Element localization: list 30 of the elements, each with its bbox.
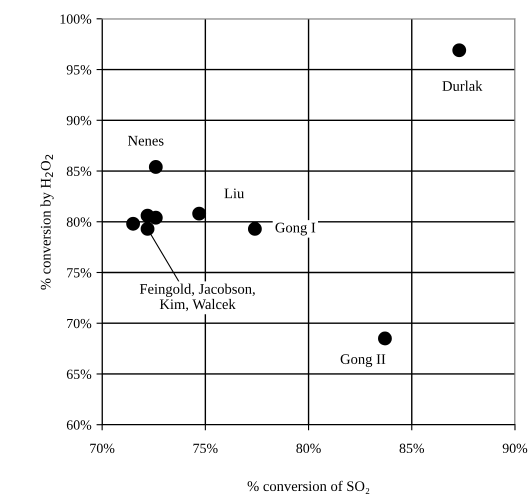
annotation: Feingold, Jacobson, Kim, Walcek bbox=[140, 284, 255, 312]
x-tick-label: 90% bbox=[502, 444, 528, 454]
annotation: Gong I bbox=[275, 222, 316, 236]
annotation: Gong II bbox=[340, 354, 386, 368]
point bbox=[148, 160, 163, 174]
annotation: Liu bbox=[224, 188, 244, 198]
x-axis-title: % conversion of SO₂ bbox=[248, 480, 370, 494]
y-tick-label: 100% bbox=[60, 14, 92, 24]
point bbox=[248, 222, 262, 236]
y-tick-label: 95% bbox=[66, 65, 92, 75]
y-tick-label: 60% bbox=[66, 420, 92, 430]
x-tick-label: 85% bbox=[400, 444, 424, 454]
point bbox=[452, 43, 466, 58]
point bbox=[126, 216, 140, 231]
y-tick-label: 85% bbox=[66, 166, 92, 176]
point bbox=[140, 222, 154, 236]
y-tick-label: 90% bbox=[66, 116, 92, 126]
x-tick-label: 80% bbox=[296, 444, 321, 454]
point bbox=[148, 210, 163, 225]
point bbox=[378, 332, 392, 346]
y-tick-label: 80% bbox=[66, 217, 92, 227]
y-axis-title: % conversion by H$_{2}$O$_{2}$ bbox=[40, 154, 54, 290]
annotation: Nenes bbox=[128, 136, 164, 146]
point bbox=[192, 206, 206, 221]
y-tick-label: 70% bbox=[67, 318, 92, 328]
annotation: Durlak bbox=[442, 80, 482, 91]
x-tick-label: 70% bbox=[90, 444, 114, 454]
y-tick-label: 75% bbox=[67, 268, 92, 278]
x-tick-label: 75% bbox=[194, 444, 218, 454]
y-tick-label: 65% bbox=[66, 370, 92, 379]
